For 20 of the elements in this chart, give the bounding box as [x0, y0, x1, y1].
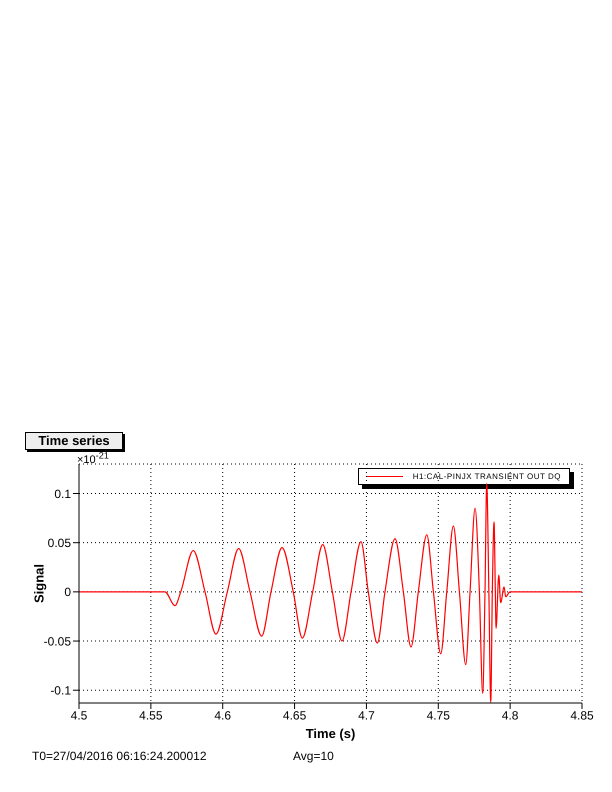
x-tick-label: 4.6 — [214, 708, 232, 723]
x-tick-label: 4.75 — [426, 708, 450, 723]
x-tick-label: 4.5 — [70, 708, 88, 723]
y-tick-label: 0.05 — [48, 536, 72, 550]
x-tick-label: 4.8 — [502, 708, 519, 723]
legend-label: H1:CAL-PINJX TRANSIENT OUT DQ — [412, 472, 561, 481]
x-tick-label: 4.65 — [282, 708, 307, 723]
text: Avg=10 — [293, 749, 334, 763]
y-axis-title: Signal — [32, 564, 46, 604]
annotation: ×10$^{-21}$ — [77, 450, 109, 466]
y-tick-label: 0 — [64, 585, 72, 600]
y-tick-label: -0.1 — [50, 683, 72, 698]
x-axis-title: Time (s) — [306, 726, 356, 741]
x-tick-label: 4.55 — [139, 708, 163, 723]
y-tick-label: -0.05 — [44, 634, 72, 648]
chart-title: Time series — [38, 433, 110, 448]
x-tick-label: 4.85 — [570, 708, 594, 723]
x-tick-label: 4.7 — [358, 708, 376, 723]
y-tick-label: 0.1 — [54, 486, 72, 501]
text: T0=27/04/2016 06:16:24.200012 — [32, 749, 206, 763]
